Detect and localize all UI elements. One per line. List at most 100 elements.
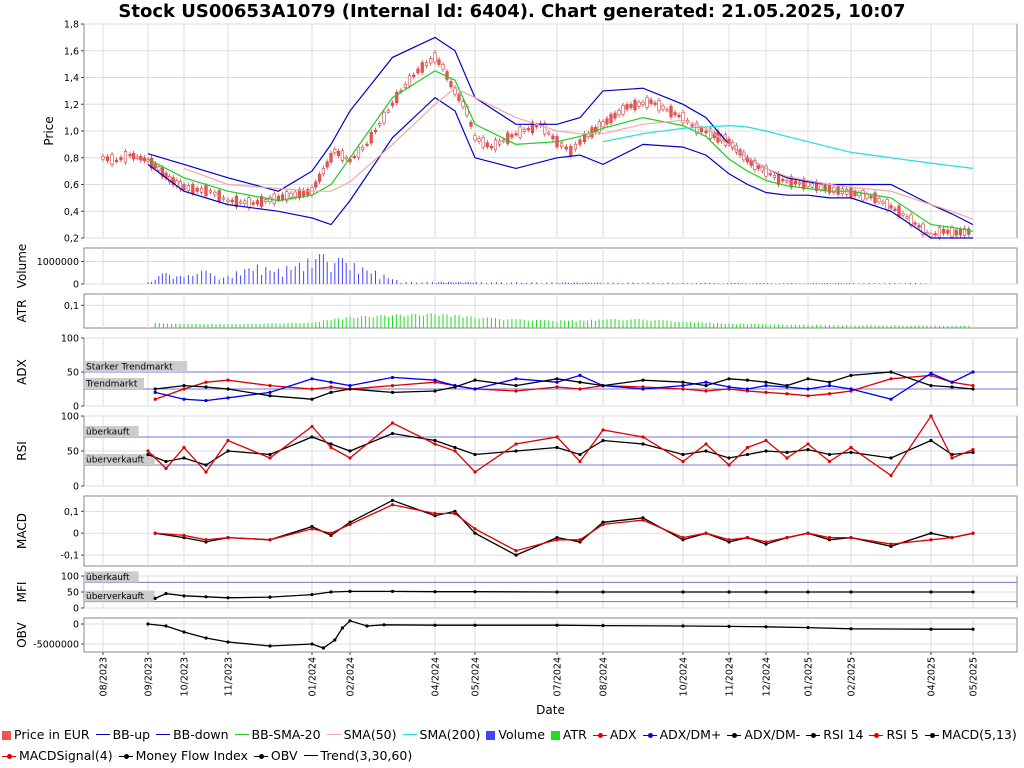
price-candle <box>510 134 514 138</box>
price-candle <box>340 150 345 161</box>
price-candle <box>853 190 857 197</box>
series-rsi5-point <box>329 445 333 450</box>
series-mfi-point <box>153 596 157 601</box>
series-adx-point <box>889 377 893 381</box>
legend-swatch <box>303 755 318 756</box>
price-candle <box>182 184 186 191</box>
panel-volume: 0 1000000 Volume <box>15 244 1018 291</box>
series-rsi5-point <box>745 445 750 450</box>
price-candle <box>135 156 139 159</box>
series-dmminus-point <box>182 384 186 388</box>
series-rsi14-point <box>514 449 518 453</box>
price-candle <box>293 191 297 198</box>
price-candle <box>195 188 199 192</box>
price-candle <box>186 185 191 191</box>
ylabel-volume: Volume <box>15 244 29 289</box>
series-macdsig-point <box>889 542 893 546</box>
series-macdsig-point <box>601 522 605 527</box>
series-obv-point <box>382 623 386 627</box>
price-candle <box>793 180 797 185</box>
price-candle <box>873 192 877 204</box>
legend-label: MACD(5,13) <box>941 727 1017 742</box>
series-sma200 <box>602 124 974 169</box>
series-dmplus-point <box>182 397 186 401</box>
series-dmplus-point <box>348 384 352 388</box>
legend-swatch <box>806 731 821 740</box>
series-dmminus-point <box>348 387 352 391</box>
series-obv-point <box>555 623 559 627</box>
ytick-label: 0 <box>73 620 79 631</box>
legend-label: ADX <box>609 727 637 742</box>
series-obv-point <box>971 627 975 631</box>
legend-item: Volume <box>486 724 545 745</box>
series-adx-point <box>785 392 789 396</box>
legend-label: Money Flow Index <box>135 748 248 763</box>
series-mfi-point <box>681 590 685 594</box>
price-candle <box>191 184 195 194</box>
price-candle <box>289 192 293 198</box>
series-dmplus-point <box>704 380 708 384</box>
price-candle <box>317 173 322 182</box>
series-rsi14-point <box>555 445 559 450</box>
series-rsi5-point <box>268 456 272 460</box>
price-candle <box>797 182 802 185</box>
price-candle <box>954 229 958 236</box>
price-candle <box>473 135 477 141</box>
price-candle <box>280 194 285 200</box>
price-candle <box>493 139 498 151</box>
price-candle <box>885 199 889 211</box>
legend-item: BB-up <box>95 724 150 745</box>
ytick-label: 0,8 <box>64 153 79 164</box>
series-rsi14-point <box>473 452 477 457</box>
ytick-label: -5000000 <box>33 640 79 651</box>
series-dmplus-point <box>390 375 395 380</box>
price-candle <box>477 138 481 142</box>
x-axis: 08/2023 09/2023 10/2023 11/2023 01/2024 02/20… <box>99 652 980 717</box>
series-adx-point <box>204 380 208 384</box>
ytick-label: 0,6 <box>64 180 79 191</box>
xtick-label: 01/2025 <box>804 657 815 696</box>
series-macdsig-point <box>806 531 810 535</box>
price-candle <box>441 64 445 70</box>
xtick-label: 11/2023 <box>224 657 235 696</box>
threshold-label-bg <box>84 361 188 372</box>
legend-item: ADX <box>592 724 637 745</box>
series-adx-point <box>514 389 518 393</box>
series-rsi5-point <box>578 459 582 464</box>
price-candle <box>609 114 613 123</box>
series-adx-point <box>153 397 157 401</box>
price-candle <box>119 157 123 161</box>
series-dmplus-point <box>827 384 832 388</box>
ytick-label: 0,1 <box>64 507 79 518</box>
series-macdsig-point <box>745 535 750 540</box>
series-dmminus-point <box>889 370 893 374</box>
ytick-label: 50 <box>67 588 79 599</box>
series-rsi5-point <box>849 445 853 450</box>
series-rsi5-point <box>390 421 395 425</box>
legend-item: ADX/DM+ <box>642 724 721 745</box>
legend-label: BB-down <box>173 727 229 742</box>
price-candle <box>412 74 416 77</box>
price-candle <box>390 102 395 106</box>
series-rsi5-point <box>929 414 933 418</box>
series-rsi14-point <box>785 450 789 454</box>
panel-macd-frame <box>83 495 1018 567</box>
series-obv-point <box>601 624 605 628</box>
series-rsi14-point <box>641 442 645 446</box>
series-dmplus <box>155 371 974 402</box>
series-rsi5-point <box>310 424 314 429</box>
series-adx-point <box>268 384 272 388</box>
price-candle <box>845 189 849 195</box>
legend-swatch <box>924 731 939 740</box>
price-candle <box>617 110 621 116</box>
xtick-label: 07/2024 <box>553 657 564 696</box>
price-candle <box>204 185 208 197</box>
price-candle <box>217 190 221 202</box>
series-adx-point <box>182 387 186 391</box>
price-candle <box>481 137 485 148</box>
series-obv-point <box>365 624 369 628</box>
series-obv-point <box>929 627 933 631</box>
legend-label: ATR <box>562 727 587 742</box>
price-candle <box>160 167 165 177</box>
ylabel-adx: ADX <box>15 359 29 385</box>
